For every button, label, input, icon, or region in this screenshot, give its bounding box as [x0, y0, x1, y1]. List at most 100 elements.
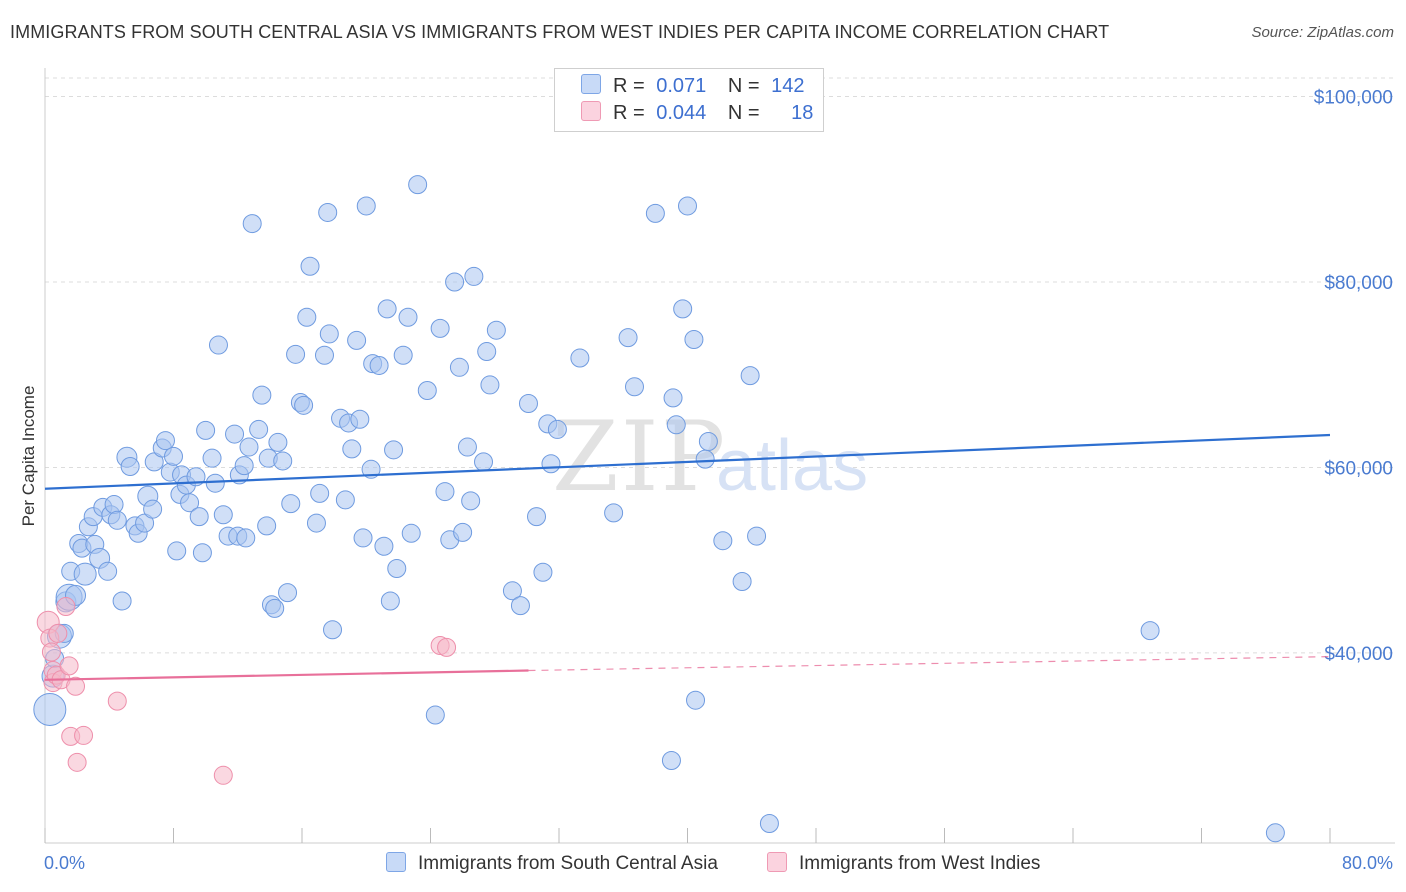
- point-south-central-asia: [684, 329, 704, 349]
- point-south-central-asia: [477, 342, 497, 362]
- point-south-central-asia: [486, 320, 506, 340]
- watermark-atlas: atlas: [716, 426, 868, 506]
- point-south-central-asia: [318, 202, 338, 222]
- point-south-central-asia: [673, 299, 693, 319]
- x-tick-labels: 0.0% 80.0%: [44, 853, 1393, 873]
- point-south-central-asia: [73, 562, 97, 586]
- point-west-indies: [59, 656, 79, 676]
- point-south-central-asia: [393, 345, 413, 365]
- point-south-central-asia: [740, 366, 760, 386]
- point-west-indies: [74, 725, 94, 745]
- point-south-central-asia: [518, 393, 538, 413]
- point-south-central-asia: [314, 345, 334, 365]
- y-axis-label: Per Capita Income: [19, 386, 38, 527]
- point-south-central-asia: [335, 490, 355, 510]
- point-south-central-asia: [461, 491, 481, 511]
- y-tick-label: $80,000: [1324, 273, 1393, 294]
- point-west-indies: [67, 752, 87, 772]
- point-south-central-asia: [167, 541, 187, 561]
- point-south-central-asia: [474, 452, 494, 472]
- trend-line-south-central-asia: [44, 433, 1331, 490]
- point-south-central-asia: [323, 620, 343, 640]
- point-south-central-asia: [155, 431, 175, 451]
- point-south-central-asia: [759, 814, 779, 834]
- legend-n-value: 142: [771, 75, 805, 97]
- point-south-central-asia: [1265, 823, 1285, 843]
- point-west-indies: [213, 765, 233, 785]
- legend-r-value: 0.044: [656, 102, 707, 124]
- point-south-central-asia: [306, 513, 326, 533]
- legend-swatch-pink: [581, 101, 601, 121]
- series-label: Immigrants from South Central Asia: [418, 853, 718, 874]
- point-south-central-asia: [164, 446, 183, 466]
- point-south-central-asia: [205, 473, 225, 493]
- point-west-indies: [66, 676, 86, 696]
- point-south-central-asia: [286, 344, 306, 364]
- point-west-indies: [107, 691, 127, 711]
- point-south-central-asia: [645, 203, 665, 223]
- y-tick-label: $100,000: [1314, 88, 1393, 109]
- legend-n-label: N =: [727, 75, 760, 97]
- point-south-central-asia: [249, 419, 269, 439]
- series-legend-west-indies: Immigrants from West Indies: [767, 852, 1040, 875]
- point-south-central-asia: [435, 482, 455, 502]
- point-south-central-asia: [236, 528, 256, 548]
- series-swatch-pink: [767, 852, 787, 872]
- chart-title: IMMIGRANTS FROM SOUTH CENTRAL ASIA VS IM…: [10, 22, 1110, 42]
- point-south-central-asia: [300, 256, 320, 276]
- point-south-central-asia: [698, 431, 718, 451]
- legend-n-value: 18: [791, 102, 814, 124]
- point-south-central-asia: [350, 409, 370, 429]
- point-south-central-asia: [353, 528, 373, 548]
- point-south-central-asia: [278, 583, 298, 603]
- point-south-central-asia: [624, 377, 644, 397]
- point-south-central-asia: [401, 523, 421, 543]
- legend-r-label: R =: [613, 102, 645, 124]
- legend-n-label: N =: [727, 102, 760, 124]
- point-south-central-asia: [732, 572, 752, 592]
- point-south-central-asia: [98, 561, 118, 581]
- point-south-central-asia: [377, 299, 397, 319]
- legend-r-label: R =: [613, 75, 645, 97]
- point-south-central-asia: [445, 272, 465, 292]
- point-south-central-asia: [202, 448, 222, 468]
- point-south-central-asia: [480, 375, 500, 395]
- point-south-central-asia: [464, 266, 484, 286]
- point-south-central-asia: [747, 526, 767, 546]
- point-south-central-asia: [453, 522, 473, 542]
- point-south-central-asia: [533, 562, 553, 582]
- point-south-central-asia: [547, 419, 567, 439]
- y-tick-labels: $40,000 $60,000 $80,000 $100,000: [1314, 88, 1393, 665]
- point-south-central-asia: [541, 454, 561, 474]
- point-south-central-asia: [618, 328, 638, 348]
- point-south-central-asia: [242, 214, 262, 234]
- series-legend-south-central-asia: Immigrants from South Central Asia: [386, 852, 718, 875]
- point-south-central-asia: [120, 457, 140, 477]
- point-south-central-asia: [342, 439, 362, 459]
- point-south-central-asia: [666, 415, 686, 435]
- point-south-central-asia: [384, 440, 404, 460]
- point-south-central-asia: [208, 335, 228, 355]
- point-south-central-asia: [213, 505, 233, 525]
- point-south-central-asia: [1140, 621, 1160, 641]
- point-south-central-asia: [661, 750, 681, 770]
- point-south-central-asia: [143, 499, 163, 519]
- legend-swatch-blue: [581, 74, 601, 94]
- point-south-central-asia: [180, 493, 200, 513]
- point-south-central-asia: [369, 355, 389, 375]
- y-tick-label: $40,000: [1324, 644, 1393, 665]
- point-south-central-asia: [33, 692, 67, 726]
- correlation-legend: R = 0.071 N = 142 R = 0.044 N = 18: [554, 68, 824, 132]
- x-tick-label: 0.0%: [44, 853, 85, 873]
- point-south-central-asia: [234, 456, 254, 476]
- point-south-central-asia: [425, 705, 445, 725]
- point-south-central-asia: [417, 380, 437, 400]
- point-south-central-asia: [104, 495, 124, 515]
- point-south-central-asia: [107, 510, 127, 530]
- legend-row-west-indies: R = 0.044 N = 18: [581, 101, 813, 127]
- point-south-central-asia: [449, 357, 469, 377]
- point-south-central-asia: [361, 459, 381, 479]
- series-label: Immigrants from West Indies: [799, 853, 1041, 874]
- point-south-central-asia: [398, 307, 418, 327]
